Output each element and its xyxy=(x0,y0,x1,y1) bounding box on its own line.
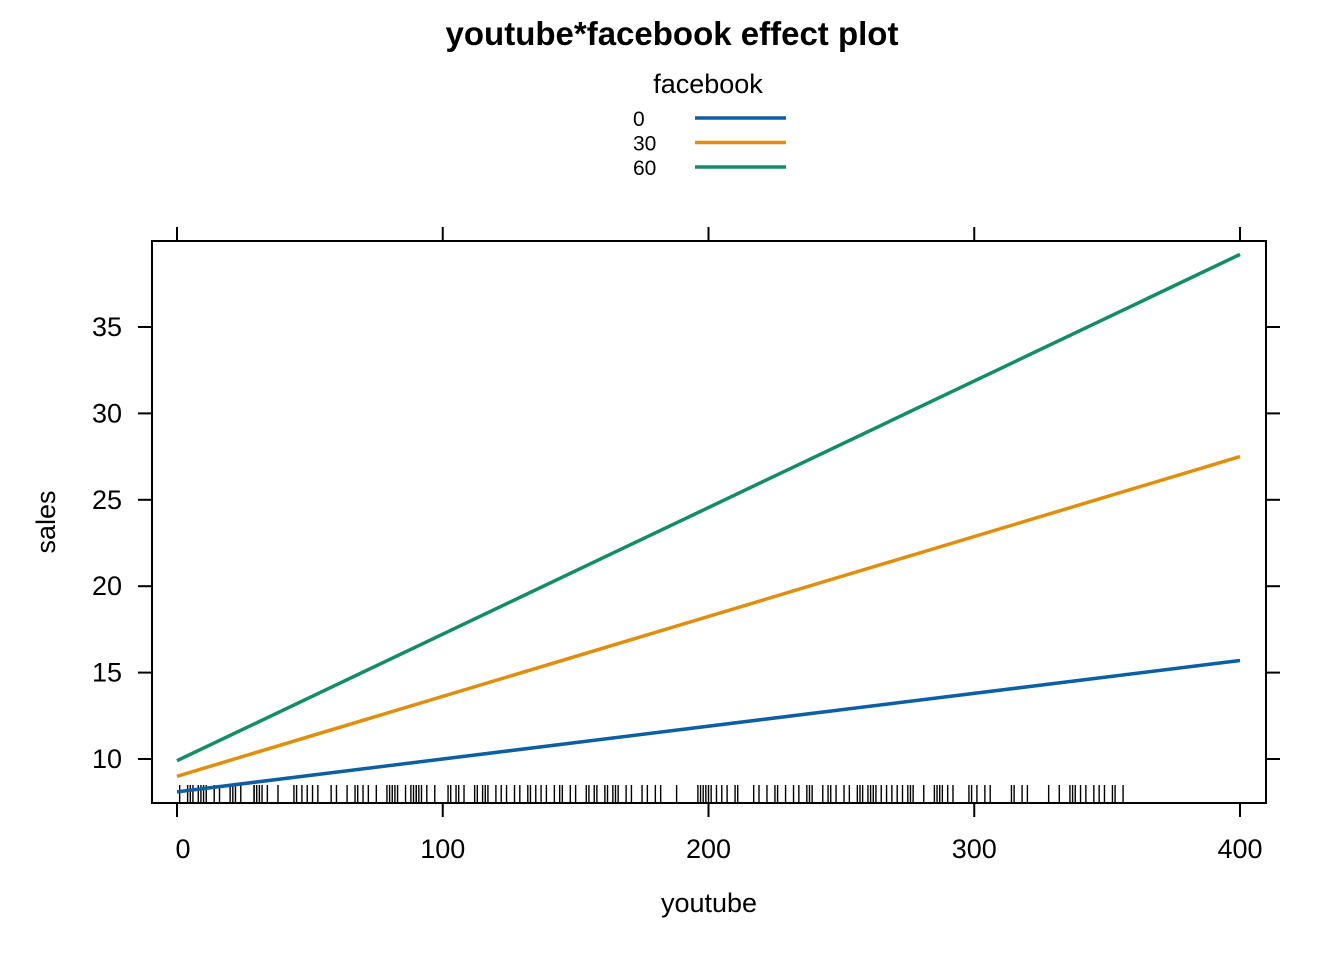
x-tick-label: 200 xyxy=(686,834,731,864)
plot-panel xyxy=(151,240,1267,804)
y-tick-label: 20 xyxy=(92,571,122,601)
series-lines xyxy=(176,252,1241,794)
y-tick-label: 30 xyxy=(92,398,122,428)
y-axis-label: sales xyxy=(31,490,61,553)
x-tick-label: 300 xyxy=(952,834,997,864)
legend-title: facebook xyxy=(653,69,763,99)
x-axis-label: youtube xyxy=(661,888,757,918)
x-tick-label: 100 xyxy=(420,834,465,864)
rug xyxy=(178,785,1124,803)
y-tick-label: 10 xyxy=(92,744,122,774)
y-tick-label: 15 xyxy=(92,658,122,688)
series-line-0 xyxy=(176,658,1241,794)
legend-label: 0 xyxy=(633,108,645,131)
legend-label: 30 xyxy=(633,133,656,156)
y-tick-label: 35 xyxy=(92,312,122,342)
series-line-30 xyxy=(176,454,1241,778)
y-tick-label: 25 xyxy=(92,485,122,515)
x-tick-label: 0 xyxy=(175,834,190,864)
legend-label: 60 xyxy=(633,157,656,180)
x-tick-label: 400 xyxy=(1217,834,1262,864)
chart-title: youtube*facebook effect plot xyxy=(446,15,899,52)
series-line-60 xyxy=(176,252,1241,763)
